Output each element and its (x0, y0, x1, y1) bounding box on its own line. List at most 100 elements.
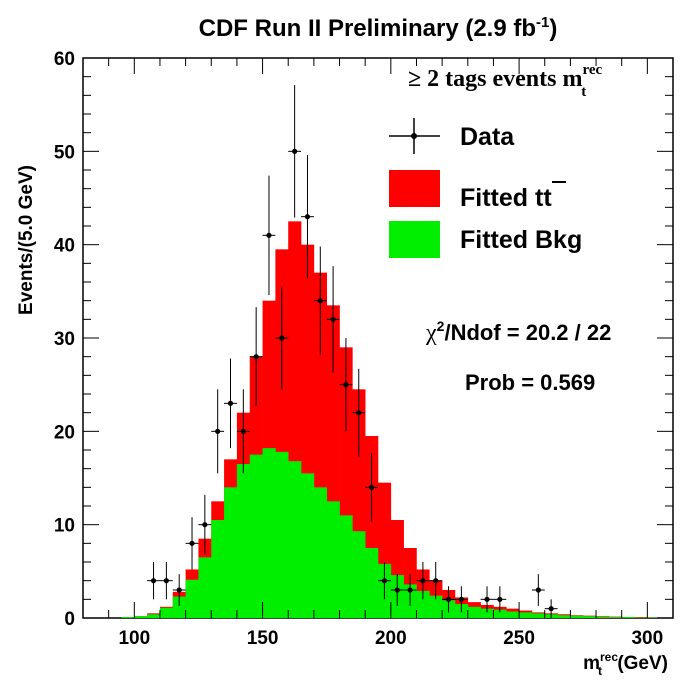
data-point (288, 85, 302, 218)
data-marker (292, 148, 298, 154)
data-point (531, 574, 545, 606)
background-bin (288, 461, 302, 618)
x-tick-label: 150 (247, 628, 279, 649)
data-point (378, 562, 391, 600)
background-bin (480, 608, 494, 618)
x-tick-label: 100 (118, 628, 150, 649)
data-point (249, 307, 263, 407)
data-point (390, 574, 404, 606)
data-point (352, 368, 366, 457)
data-point (442, 586, 455, 613)
background-bin (352, 531, 366, 618)
data-points (147, 85, 558, 618)
data-point (313, 246, 327, 355)
data-marker (189, 540, 195, 546)
background-bin (159, 607, 174, 618)
y-tick-label: 40 (54, 236, 75, 257)
legend-bkg-swatch (389, 221, 440, 258)
data-point (480, 586, 494, 613)
background-bin (249, 454, 263, 618)
legend-entry-bkg: Fitted Bkg (389, 221, 582, 258)
background-bin (570, 615, 584, 618)
y-tick-label: 10 (54, 516, 75, 537)
legend-entry-ttbar: Fitted tt (389, 170, 566, 212)
legend-ttbar-bar-t: t (543, 184, 552, 212)
legend-ttbar-swatch (389, 170, 440, 207)
data-marker (368, 484, 375, 490)
background-bin (467, 606, 481, 618)
background-bin (262, 448, 276, 618)
background-bin (365, 548, 379, 618)
chart-title-end: ) (549, 15, 557, 42)
y-tick-label: 20 (54, 422, 75, 443)
legend-data-marker (411, 133, 417, 139)
x-axis-label: mrec t (GeV) (583, 650, 668, 678)
data-marker (176, 587, 182, 593)
data-point (262, 175, 276, 296)
data-point (429, 562, 443, 600)
data-marker (458, 596, 464, 602)
data-marker (240, 428, 246, 434)
background-bin (147, 614, 161, 618)
legend-ttbar-main: Fitted t (460, 184, 544, 212)
data-marker (548, 606, 554, 612)
background-bin (493, 609, 507, 618)
background-bin (313, 487, 327, 618)
background-bin (557, 615, 571, 618)
background-bin (339, 515, 353, 618)
data-marker (304, 214, 311, 220)
y-tick-label: 0 (64, 609, 75, 630)
data-point (301, 155, 314, 279)
background-bin (416, 590, 430, 618)
data-point (493, 586, 507, 613)
background-bin (519, 612, 533, 618)
data-marker (150, 578, 157, 584)
data-marker (535, 587, 541, 593)
data-point (275, 286, 289, 390)
legend-bkg-label: Fitted Bkg (460, 226, 582, 254)
x-axis-label-sup: rec (600, 650, 618, 664)
background-bin (172, 596, 186, 618)
data-marker (497, 596, 503, 602)
y-tick-label: 30 (54, 329, 75, 350)
data-point (172, 574, 186, 606)
data-point (544, 599, 558, 618)
data-marker (202, 522, 208, 528)
x-tick-label: 200 (375, 628, 407, 649)
background-bin (198, 557, 212, 618)
y-axis-label: Events/(5.0 GeV) (16, 165, 37, 315)
background-histogram (121, 448, 661, 618)
y-tick-label: 60 (54, 49, 75, 70)
data-point (159, 562, 173, 600)
y-axis: 0 10 20 30 40 50 60 (54, 49, 673, 630)
data-point (339, 338, 353, 432)
background-bin (121, 617, 135, 618)
background-bin (275, 451, 289, 618)
data-marker (253, 354, 259, 360)
x-tick-label: 250 (503, 628, 535, 649)
legend-header-sup: rec (582, 62, 602, 78)
legend-data-label: Data (460, 123, 515, 151)
chi2-symbol: χ (425, 320, 437, 346)
data-marker (484, 596, 490, 602)
data-marker (356, 410, 362, 416)
legend: ≥ 2 tags events mrec t Data Fitted tt Fit… (389, 62, 603, 258)
chi2-rest: /Ndof = 20.2 / 22 (444, 320, 611, 345)
legend-header-sub: t (581, 84, 586, 100)
y-tick-label: 50 (54, 142, 75, 163)
data-point (416, 562, 430, 600)
data-marker (407, 587, 413, 593)
data-marker (420, 578, 426, 584)
data-marker (163, 578, 169, 584)
data-point (224, 358, 237, 449)
background-bin (596, 616, 610, 618)
background-bin (608, 617, 622, 618)
background-bin (301, 473, 315, 618)
data-point (454, 586, 468, 613)
x-tick-label: 300 (631, 628, 663, 649)
data-point (365, 452, 378, 522)
data-point (211, 389, 225, 474)
chart-title-main: CDF Run II Preliminary (2.9 fb (199, 15, 536, 42)
legend-ttbar-label: Fitted tt (460, 184, 552, 212)
